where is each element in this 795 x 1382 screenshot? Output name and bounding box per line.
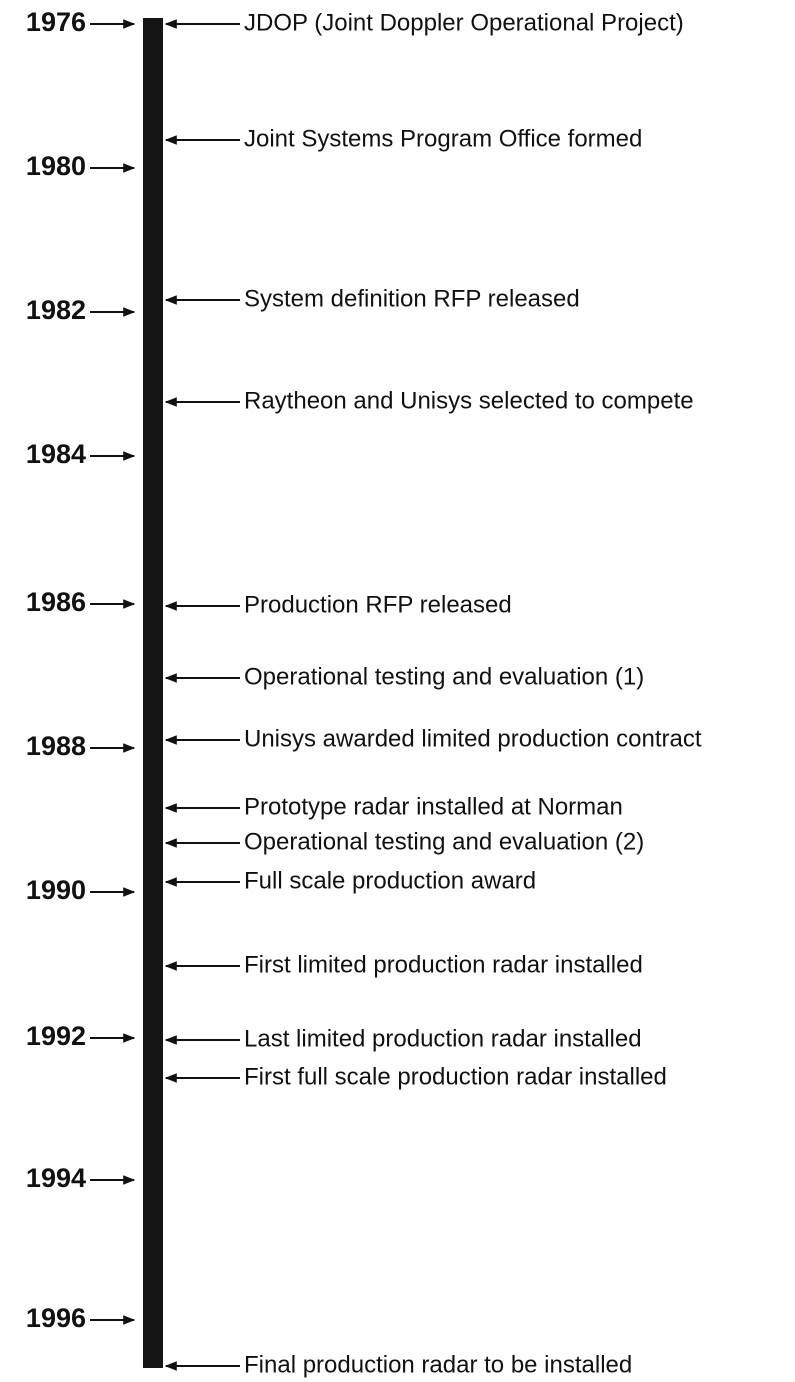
year-label: 1984 xyxy=(26,439,86,469)
event-label: Joint Systems Program Office formed xyxy=(244,125,642,152)
event-label: System definition RFP released xyxy=(244,285,580,312)
event-label: Operational testing and evaluation (1) xyxy=(244,663,644,690)
year-label: 1980 xyxy=(26,151,86,181)
year-label: 1982 xyxy=(26,295,86,325)
event-label: Full scale production award xyxy=(244,867,536,894)
event-label: Operational testing and evaluation (2) xyxy=(244,828,644,855)
year-label: 1996 xyxy=(26,1303,86,1333)
year-label: 1994 xyxy=(26,1163,86,1193)
event-label: First full scale production radar instal… xyxy=(244,1063,667,1090)
year-label: 1992 xyxy=(26,1021,86,1051)
year-label: 1976 xyxy=(26,7,86,37)
event-label: Production RFP released xyxy=(244,591,512,618)
year-label: 1986 xyxy=(26,587,86,617)
event-label: JDOP (Joint Doppler Operational Project) xyxy=(244,9,684,36)
event-label: First limited production radar installed xyxy=(244,951,643,978)
event-label: Unisys awarded limited production contra… xyxy=(244,725,702,752)
event-label: Raytheon and Unisys selected to compete xyxy=(244,387,694,414)
event-label: Last limited production radar installed xyxy=(244,1025,642,1052)
year-label: 1990 xyxy=(26,875,86,905)
year-label: 1988 xyxy=(26,731,86,761)
timeline-bar xyxy=(143,18,163,1368)
event-label: Prototype radar installed at Norman xyxy=(244,793,623,820)
event-label: Final production radar to be installed xyxy=(244,1351,632,1378)
